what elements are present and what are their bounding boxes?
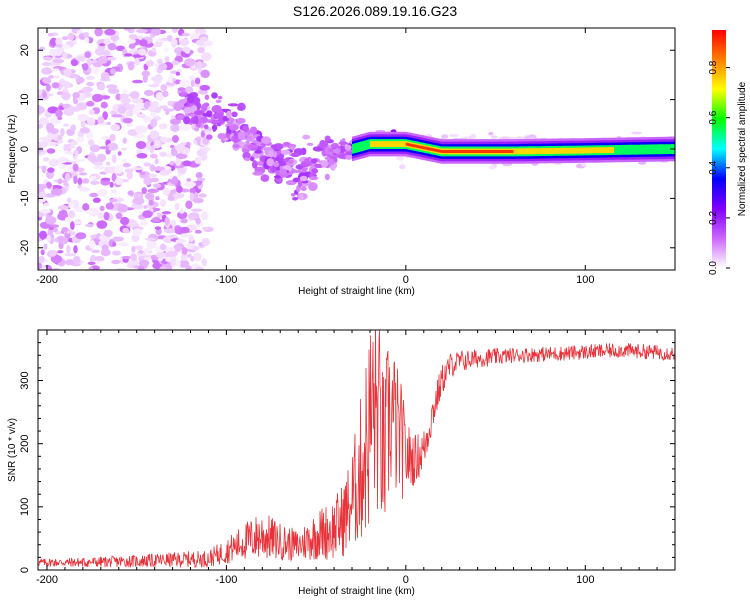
snr-ylabel: SNR (10 * v/v) [7,418,18,482]
heatmap-ytick-label: 0 [19,146,31,152]
colorbar [712,30,726,268]
colorbar-tick-label: 0.8 [708,60,719,74]
snr-series-line [38,330,675,568]
heatmap-ytick-label: -20 [19,240,31,256]
heatmap-ytick-label: 20 [19,44,31,56]
heatmap-xlabel: Height of straight line (km) [298,286,415,297]
colorbar-tick-label: 0.2 [708,211,719,225]
snr-xtick-label: 100 [576,574,594,586]
figure-title: S126.2026.089.19.16.G23 [293,3,457,19]
colorbar-tick-label: 0.6 [708,110,719,124]
snr-xtick-label: -200 [36,574,58,586]
snr-ytick-label: 100 [19,498,31,516]
snr-ytick-label: 0 [19,567,31,573]
heatmap-xtick-label: -100 [215,274,237,286]
heatmap-ridge-band [405,142,514,153]
snr-xlabel: Height of straight line (km) [298,586,415,597]
heatmap-ytick-label: 10 [19,93,31,105]
snr-xtick-label: 0 [403,574,409,586]
heatmap-ridge-band [370,141,614,155]
heatmap-xtick-label: 0 [403,274,409,286]
heatmap-cells [38,28,675,270]
snr-xtick-label: -100 [215,574,237,586]
colorbar-tick-label: 0.0 [708,261,719,275]
colorbar-tick-label: 0.4 [708,160,719,174]
heatmap-ylabel: Frequency (Hz) [7,115,18,184]
heatmap-ytick-label: -10 [19,190,31,206]
colorbar-label: Normalized spectral amplitude [737,81,748,216]
snr-frame [37,329,676,571]
snr-ytick-label: 300 [19,371,31,389]
heatmap-xtick-label: -200 [36,274,58,286]
snr-ytick-label: 200 [19,435,31,453]
heatmap-xtick-label: 100 [576,274,594,286]
